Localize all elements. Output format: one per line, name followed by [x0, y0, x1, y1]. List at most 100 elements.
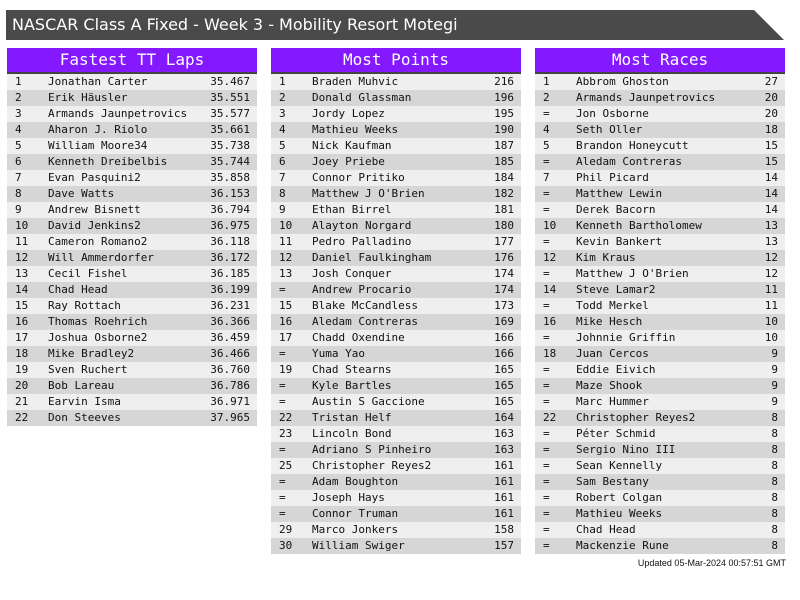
- driver-name-cell: Ethan Birrel: [312, 203, 392, 216]
- value-cell: 8: [771, 507, 778, 520]
- table-row: = Sergio Nino III 8: [535, 442, 785, 458]
- value-cell: 36.975: [210, 219, 250, 232]
- value-cell: 157: [494, 539, 514, 552]
- driver-name-cell: Matthew J O'Brien: [576, 267, 689, 280]
- rank-cell: 30: [279, 539, 293, 552]
- value-cell: 173: [494, 299, 514, 312]
- driver-name-cell: Blake McCandless: [312, 299, 418, 312]
- rank-cell: 4: [15, 123, 22, 136]
- rank-cell: 12: [15, 251, 29, 264]
- table-row: 11 Cameron Romano2 36.118: [7, 234, 257, 250]
- value-cell: 35.661: [210, 123, 250, 136]
- value-cell: 36.466: [210, 347, 250, 360]
- driver-name-cell: Sergio Nino III: [576, 443, 676, 456]
- rank-cell: 19: [15, 363, 29, 376]
- rank-cell: 12: [543, 251, 557, 264]
- value-cell: 166: [494, 331, 514, 344]
- driver-name-cell: Seth Oller: [576, 123, 643, 136]
- value-cell: 36.760: [210, 363, 250, 376]
- rank-cell: 20: [15, 379, 29, 392]
- driver-name-cell: Nick Kaufman: [312, 139, 392, 152]
- driver-name-cell: Lincoln Bond: [312, 427, 392, 440]
- driver-name-cell: Adriano S Pinheiro: [312, 443, 432, 456]
- value-cell: 18: [764, 123, 778, 136]
- rank-cell: 22: [15, 411, 29, 424]
- driver-name-cell: Abbrom Ghoston: [576, 75, 669, 88]
- rank-cell: 11: [15, 235, 29, 248]
- value-cell: 8: [771, 427, 778, 440]
- table-row: 19 Sven Ruchert 36.760: [7, 362, 257, 378]
- value-cell: 184: [494, 171, 514, 184]
- table-row: 22 Don Steeves 37.965: [7, 410, 257, 426]
- driver-name-cell: Maze Shook: [576, 379, 643, 392]
- driver-name-cell: Donald Glassman: [312, 91, 412, 104]
- value-cell: 185: [494, 155, 514, 168]
- rank-cell: =: [279, 283, 286, 296]
- value-cell: 176: [494, 251, 514, 264]
- table-row: 16 Mike Hesch 10: [535, 314, 785, 330]
- table-row: 16 Aledam Contreras 169: [271, 314, 521, 330]
- value-cell: 11: [764, 299, 778, 312]
- driver-name-cell: Aledam Contreras: [312, 315, 418, 328]
- driver-name-cell: Chad Head: [48, 283, 108, 296]
- value-cell: 37.965: [210, 411, 250, 424]
- rank-cell: =: [543, 443, 550, 456]
- rank-cell: =: [543, 475, 550, 488]
- driver-name-cell: Phil Picard: [576, 171, 649, 184]
- table-row: = Johnnie Griffin 10: [535, 330, 785, 346]
- rank-cell: =: [279, 443, 286, 456]
- value-cell: 11: [764, 283, 778, 296]
- value-cell: 165: [494, 379, 514, 392]
- value-cell: 36.459: [210, 331, 250, 344]
- value-cell: 8: [771, 491, 778, 504]
- rank-cell: 13: [279, 267, 293, 280]
- table-row: 21 Earvin Isma 36.971: [7, 394, 257, 410]
- table-row: = Adriano S Pinheiro 163: [271, 442, 521, 458]
- value-cell: 20: [764, 107, 778, 120]
- value-cell: 9: [771, 363, 778, 376]
- rank-cell: 16: [15, 315, 29, 328]
- rank-cell: 18: [543, 347, 557, 360]
- table-row: 4 Aharon J. Riolo 35.661: [7, 122, 257, 138]
- rank-cell: 7: [15, 171, 22, 184]
- driver-name-cell: Tristan Helf: [312, 411, 392, 424]
- table-row: = Andrew Procario 174: [271, 282, 521, 298]
- value-cell: 164: [494, 411, 514, 424]
- value-cell: 161: [494, 507, 514, 520]
- rank-cell: =: [279, 475, 286, 488]
- table-row: 22 Christopher Reyes2 8: [535, 410, 785, 426]
- rank-cell: =: [279, 395, 286, 408]
- table-row: 12 Will Ammerdorfer 36.172: [7, 250, 257, 266]
- value-cell: 9: [771, 379, 778, 392]
- table-row: 14 Chad Head 36.199: [7, 282, 257, 298]
- rank-cell: =: [543, 459, 550, 472]
- table-row: = Marc Hummer 9: [535, 394, 785, 410]
- value-cell: 190: [494, 123, 514, 136]
- value-cell: 180: [494, 219, 514, 232]
- driver-name-cell: Christopher Reyes2: [576, 411, 696, 424]
- driver-name-cell: Yuma Yao: [312, 347, 365, 360]
- value-cell: 35.858: [210, 171, 250, 184]
- rank-cell: 1: [279, 75, 286, 88]
- table-row: = Aledam Contreras 15: [535, 154, 785, 170]
- driver-name-cell: Sam Bestany: [576, 475, 649, 488]
- driver-name-cell: Chad Stearns: [312, 363, 392, 376]
- value-cell: 163: [494, 427, 514, 440]
- value-cell: 195: [494, 107, 514, 120]
- driver-name-cell: Dave Watts: [48, 187, 115, 200]
- table-row: = Sam Bestany 8: [535, 474, 785, 490]
- value-cell: 161: [494, 491, 514, 504]
- fastest-tt-laps-table: Fastest TT Laps 1 Jonathan Carter 35.467 2 E…: [7, 48, 257, 426]
- driver-name-cell: Mike Hesch: [576, 315, 643, 328]
- rank-cell: 14: [15, 283, 29, 296]
- rank-cell: =: [543, 363, 550, 376]
- table-row: = Austin S Gaccione 165: [271, 394, 521, 410]
- driver-name-cell: Eddie Eivich: [576, 363, 656, 376]
- value-cell: 36.794: [210, 203, 250, 216]
- rank-cell: 15: [15, 299, 29, 312]
- table-row: 8 Matthew J O'Brien 182: [271, 186, 521, 202]
- value-cell: 14: [764, 187, 778, 200]
- value-cell: 8: [771, 523, 778, 536]
- page-title: NASCAR Class A Fixed - Week 3 - Mobility…: [12, 15, 458, 34]
- rank-cell: 6: [15, 155, 22, 168]
